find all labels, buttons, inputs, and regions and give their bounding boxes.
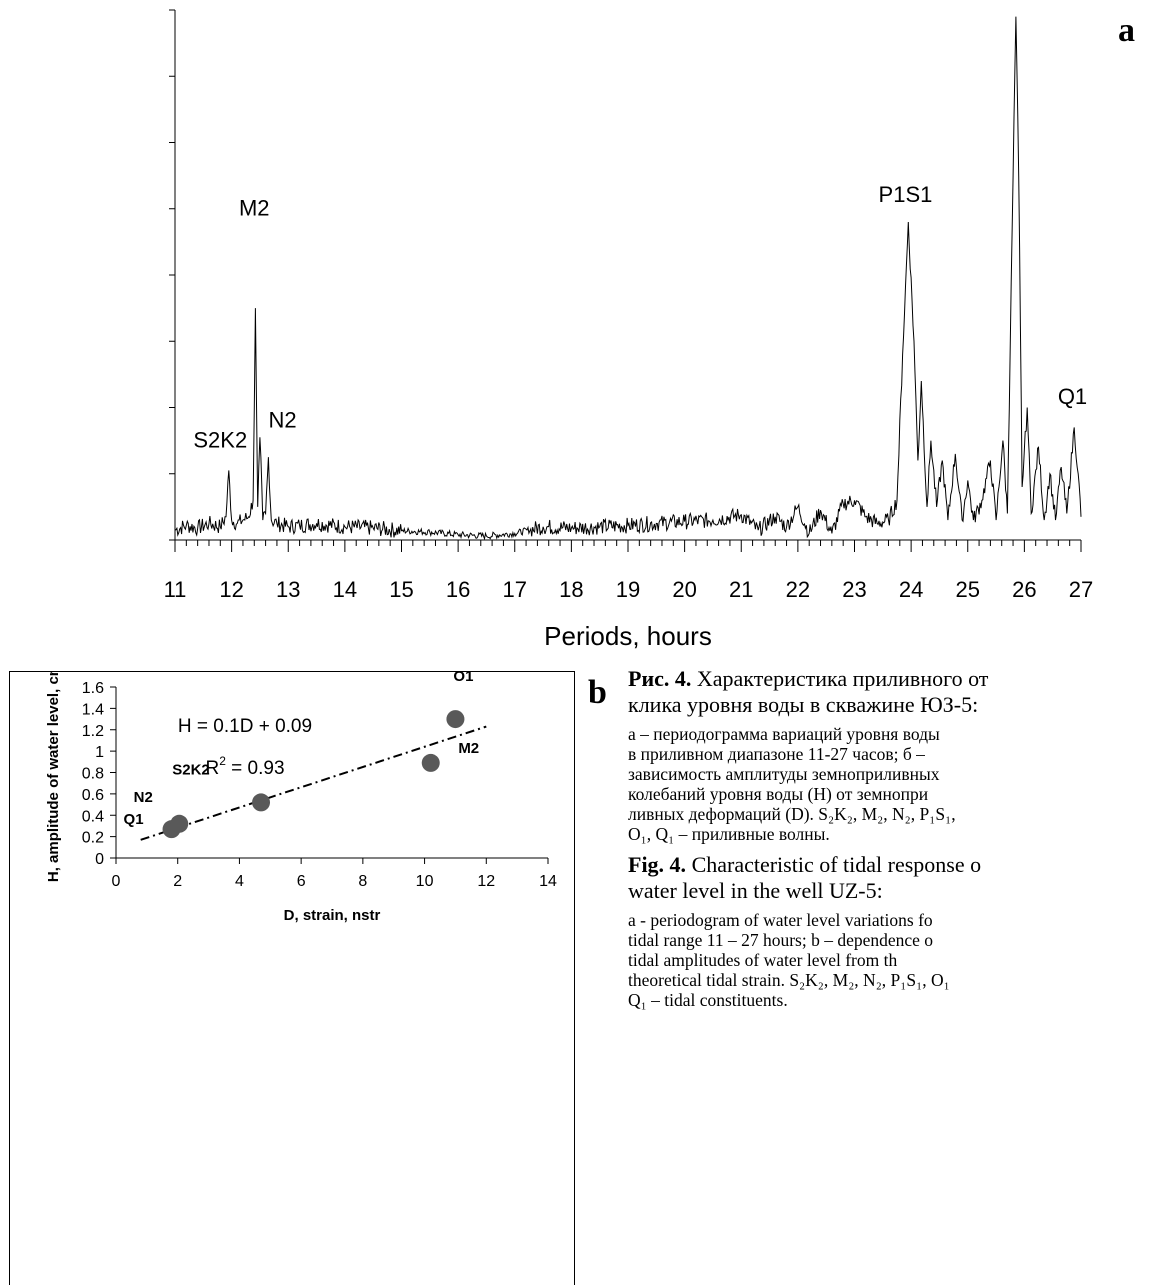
data-point-o1 [446, 710, 465, 729]
x-tick-label: 8 [358, 873, 367, 890]
y-tick-label: 1 [95, 744, 104, 761]
x-tick-label: 16 [446, 577, 470, 602]
peak-label-q1: Q1 [1058, 384, 1087, 409]
figure-caption: Рис. 4. Характеристика приливного от кли… [628, 666, 1148, 1018]
periodogram-line [174, 16, 1082, 541]
caption-ru-text: а – периодограмма вариаций уровня воды в… [628, 724, 956, 844]
r-squared-value: = 0.93 [226, 758, 285, 779]
x-tick-label: 26 [1012, 577, 1036, 602]
point-label-m2: M2 [458, 740, 479, 757]
caption-en-title-text: Characteristic of tidal response o water… [628, 852, 982, 903]
data-point-n2 [170, 814, 189, 833]
caption-ru-title-text: Характеристика приливного от клика уровн… [628, 666, 989, 717]
panel-letter-a: a [1118, 12, 1135, 49]
x-tick-label: 4 [235, 873, 244, 890]
x-tick-label: 14 [539, 873, 557, 890]
x-tick-label: 14 [333, 577, 357, 602]
x-tick-label: 17 [503, 577, 527, 602]
x-tick-label: 11 [164, 577, 187, 602]
x-tick-label: 12 [477, 873, 495, 890]
caption-ru-title: Рис. 4. Характеристика приливного от кли… [628, 666, 1148, 718]
x-tick-label: 15 [389, 577, 413, 602]
x-axis-title: D, strain, nstr [284, 907, 381, 924]
x-tick-label: 21 [729, 577, 753, 602]
scatter-chart-frame: 0 0.2 0.4 0.6 0.8 1 1.2 1.4 1.6 0 2 4 6 8 10 12 14 D, str… [9, 671, 575, 1285]
y-tick-label: 0.4 [82, 808, 104, 825]
x-tick-label: 19 [616, 577, 640, 602]
y-axis-title: H, amplitude of water level, cm [45, 672, 62, 882]
x-tick-label: 6 [297, 873, 306, 890]
y-tick-label: 1.6 [82, 680, 104, 697]
y-tick-label: 0.8 [82, 766, 104, 783]
x-tick-label: 20 [672, 577, 696, 602]
peak-label-p1s1: P1S1 [879, 182, 933, 207]
x-tick-label: 27 [1069, 577, 1093, 602]
scatter-chart: 0 0.2 0.4 0.6 0.8 1 1.2 1.4 1.6 0 2 4 6 8 10 12 14 D, str… [45, 672, 557, 924]
x-tick-label: 25 [956, 577, 980, 602]
caption-en-title: Fig. 4. Characteristic of tidal response… [628, 852, 1148, 904]
data-point-s2k2 [252, 793, 271, 812]
peak-label-n2: N2 [269, 407, 297, 432]
x-tick-label: 23 [842, 577, 866, 602]
y-tick-label: 0.6 [82, 787, 104, 804]
y-tick-label: 1.4 [82, 701, 104, 718]
y-tick-label: 0.2 [82, 830, 104, 847]
point-label-q1: Q1 [124, 811, 144, 828]
x-tick-label: 18 [559, 577, 583, 602]
x-tick-label: 24 [899, 577, 923, 602]
x-tick-label: 13 [276, 577, 300, 602]
x-tick-label: 0 [112, 873, 121, 890]
regression-equation: H = 0.1D + 0.09 [178, 716, 312, 737]
panel-letter-b: b [588, 674, 607, 711]
point-label-s2k2: S2K2 [172, 761, 210, 778]
peak-label-m2: M2 [239, 195, 270, 220]
peak-label-s2k2: S2K2 [193, 427, 247, 452]
r-squared: R2 = 0.93 [205, 754, 284, 779]
data-point-m2 [421, 753, 440, 772]
point-label-n2: N2 [134, 789, 153, 806]
x-tick-label: 2 [173, 873, 182, 890]
x-tick-label: 12 [219, 577, 243, 602]
caption-ru-label: Рис. 4. [628, 666, 692, 691]
y-tick-label: 1.2 [82, 723, 104, 740]
x-tick-label: 22 [786, 577, 810, 602]
trendline [140, 725, 487, 841]
y-tick-label: 0 [95, 851, 104, 868]
caption-en-text: a - periodogram of water level variation… [628, 910, 950, 1010]
x-axis-title: Periods, hours [544, 621, 712, 651]
x-tick-label: 10 [416, 873, 434, 890]
r-squared-prefix: R [205, 758, 219, 779]
caption-en-label: Fig. 4. [628, 852, 687, 877]
point-label-o1: O1 [453, 672, 473, 685]
r-squared-exp: 2 [219, 754, 226, 768]
periodogram-chart: 11 12 13 14 15 16 17 18 19 20 21 22 23 24 25 26 27 Period… [164, 9, 1093, 651]
